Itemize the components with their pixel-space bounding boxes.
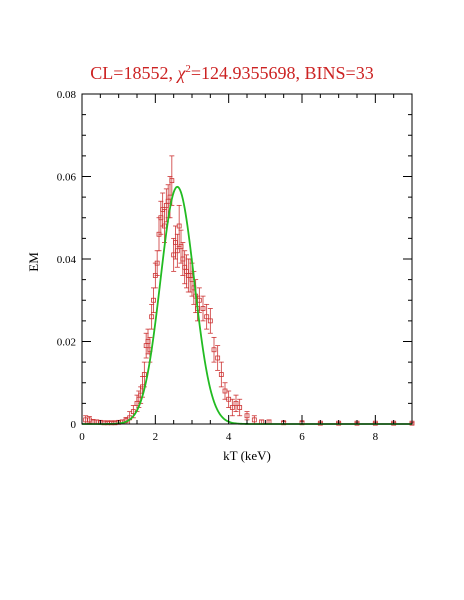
data-point — [218, 361, 224, 388]
x-axis-label: kT (keV) — [223, 448, 271, 463]
point-marker — [237, 405, 243, 410]
data-point — [196, 287, 202, 314]
y-tick-label: 0.06 — [57, 172, 77, 184]
point-marker — [176, 223, 182, 229]
title-chi: χ — [175, 63, 186, 83]
y-tick-label: 0 — [71, 419, 77, 431]
point-marker — [218, 372, 224, 377]
point-marker — [211, 347, 217, 353]
point-marker — [251, 417, 257, 423]
point-marker — [149, 314, 155, 320]
y-axis-label: EM — [26, 252, 41, 272]
point-marker — [229, 405, 235, 410]
x-tick-label: 6 — [299, 431, 305, 443]
data-point — [204, 303, 210, 330]
axis-ticks — [81, 93, 413, 425]
y-tick-label: 0.02 — [57, 337, 76, 349]
data-point — [215, 345, 221, 371]
data-point — [251, 415, 257, 425]
point-marker — [244, 413, 250, 419]
model-curve — [82, 185, 412, 425]
point-marker — [169, 178, 175, 184]
plot-area — [82, 155, 415, 426]
point-marker — [174, 248, 180, 254]
point-marker — [215, 355, 221, 361]
point-marker — [200, 306, 206, 311]
data-point — [237, 398, 243, 417]
point-marker — [141, 372, 147, 377]
y-tick-label: 0.08 — [57, 89, 77, 101]
point-marker — [233, 400, 239, 406]
point-marker — [204, 314, 210, 320]
data-point — [207, 308, 213, 334]
x-tick-label: 8 — [373, 431, 379, 443]
plot-frame — [81, 93, 413, 425]
data-point — [229, 398, 235, 417]
point-marker — [151, 297, 156, 303]
x-tick-label: 2 — [153, 431, 159, 443]
data-point — [244, 411, 250, 421]
data-point — [211, 336, 217, 363]
y-tick-labels: 0 0.02 0.04 0.06 0.08 — [57, 89, 77, 431]
title-superscript: 2 — [185, 63, 191, 75]
y-tick-label: 0.04 — [57, 254, 77, 266]
title-suffix: =124.9355698, BINS=33 — [191, 63, 374, 83]
chart-title: CL=18552, χ2=124.9355698, BINS=33 — [90, 63, 373, 83]
x-tick-labels: 0 2 4 6 8 — [79, 431, 378, 443]
x-tick-label: 4 — [226, 431, 232, 443]
x-tick-label: 0 — [79, 431, 85, 443]
data-point — [200, 295, 206, 322]
point-marker — [154, 260, 160, 266]
title-prefix: CL=18552, — [90, 63, 177, 83]
point-marker — [207, 318, 213, 324]
data-point — [233, 394, 239, 413]
